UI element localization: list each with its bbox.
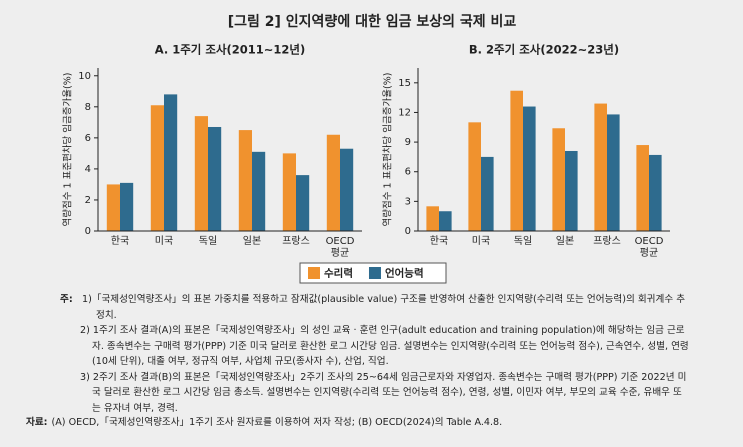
x-tick-label: 한국 [110,236,130,247]
bar [164,94,178,231]
note: 3) 2주기 조사 결과(B)의 표본은「국제성인역량조사」2주기 조사의 25… [80,371,687,414]
x-tick-label: 미국 [471,236,491,247]
y-tick-label: 15 [398,78,411,89]
legend-label: 수리력 [324,267,353,280]
x-tick-label: 독일 [513,236,533,247]
bar [296,175,310,231]
x-tick-label: OECD 평균 [325,236,355,259]
x-tick-label: 일본 [242,236,262,247]
bar [426,206,439,231]
legend-label: 언어능력 [385,267,424,280]
bar [468,122,481,231]
charts: [그림 2] 인지역량에 대한 임금 보상의 국제 비교 A. 1주기 조사(2… [62,13,670,284]
panel-title: A. 1주기 조사(2011~12년) [155,43,306,57]
bar [649,154,662,231]
x-tick-label: 프랑스 [282,236,310,247]
y-tick-label: 0 [85,226,91,237]
y-tick-label: 8 [85,102,91,113]
legend-swatch [368,267,381,279]
bar [594,103,607,231]
x-tick-label: 한국 [429,236,449,247]
y-tick-label: 2 [85,195,91,206]
x-tick-label: 일본 [555,236,575,247]
y-axis-label: 역량점수 1 표준편차당 임금증가율(%) [382,73,394,227]
bar [552,128,565,231]
x-tick-label: 프랑스 [593,236,621,247]
note: 2) 1주기 조사 결과(A)의 표본은「국제성인역량조사」의 성인 교육 · … [80,325,689,367]
bar [565,150,578,231]
source-text: (A) OECD,「국제성인역량조사」1주기 조사 원자료를 이용하여 저자 작… [51,417,503,428]
bar [208,126,222,231]
notes-items: 1)「국제성인역량조사」의 표본 가중치를 적용하고 잠재값(plausible… [80,292,690,416]
bar [481,156,494,231]
panel-title: B. 2주기 조사(2022~23년) [469,43,619,57]
bar [607,114,620,231]
bar [439,211,452,231]
y-tick-label: 0 [405,226,411,237]
bar [106,184,120,231]
bar [282,153,296,231]
page-title: [그림 2] 인지역량에 대한 임금 보상의 국제 비교 [228,13,517,30]
note: 1)「국제성인역량조사」의 표본 가중치를 적용하고 잠재값(plausible… [82,294,686,321]
bar [636,145,649,231]
bar [252,151,266,231]
bar [340,148,354,231]
bar [120,182,134,231]
bar [194,116,208,231]
x-tick-label: OECD 평균 [634,236,664,259]
x-tick-label: 독일 [198,236,218,247]
bar [150,105,164,231]
bar [238,130,252,231]
notes-label: 주: [60,294,73,305]
y-tick-label: 3 [405,196,411,207]
y-tick-label: 6 [85,133,91,144]
y-tick-label: 6 [405,167,411,178]
y-tick-label: 10 [78,71,91,82]
bar [523,106,536,231]
legend-swatch [308,267,320,279]
source-label: 자료: [26,417,48,428]
y-tick-label: 9 [405,137,411,148]
bar [510,90,523,231]
source: 자료: (A) OECD,「국제성인역량조사」1주기 조사 원자료를 이용하여 저… [26,414,502,428]
x-tick-label: 미국 [154,236,174,247]
y-tick-label: 12 [398,107,411,118]
y-tick-label: 4 [85,164,91,175]
y-axis-label: 역량점수 1 표준편차당 임금증가율(%) [62,73,74,227]
notes: 주: 1)「국제성인역량조사」의 표본 가중치를 적용하고 잠재값(plausi… [60,292,690,416]
bar [326,134,340,231]
